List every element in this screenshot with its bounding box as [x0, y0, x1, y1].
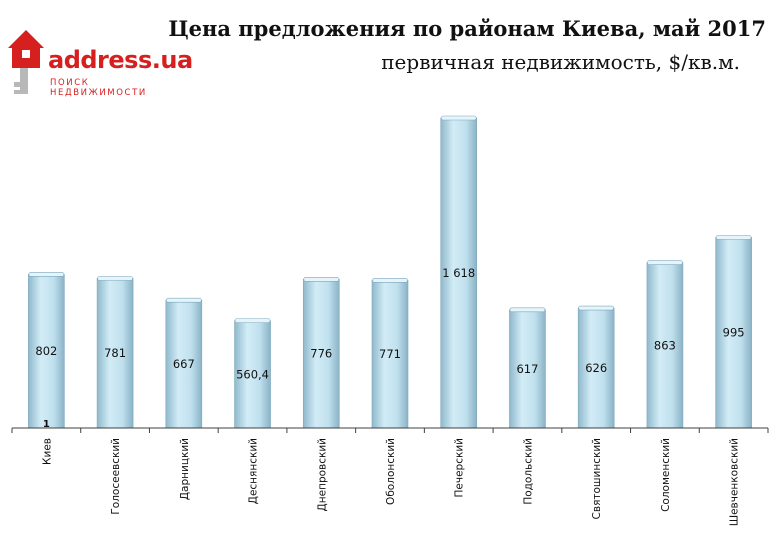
category-label: Шевченковский — [729, 438, 741, 526]
chart-subtitle: первичная недвижимость, $/кв.м. — [381, 50, 740, 74]
logo-tagline: ПОИСК НЕДВИЖИМОСТИ — [50, 78, 147, 98]
logo-wordmark: address.ua — [48, 46, 193, 74]
bar — [165, 299, 203, 429]
category-label: Киев — [41, 438, 53, 465]
category-label: Голосеевский — [110, 438, 122, 515]
category-label: Печерский — [454, 438, 466, 497]
chart-title: Цена предложения по районам Киева, май 2… — [168, 16, 766, 41]
data-label: 863 — [654, 338, 676, 352]
bar — [371, 279, 409, 429]
bar — [234, 320, 271, 429]
bar-cap — [647, 260, 683, 265]
bar — [28, 274, 65, 429]
bar — [440, 117, 478, 429]
data-label: 560,4 — [236, 367, 269, 381]
category-label: Святошинский — [591, 438, 603, 519]
data-label: 802 — [35, 344, 57, 358]
bar-cap — [28, 272, 65, 277]
category-label: Деснянский — [248, 438, 260, 504]
bar-cap — [715, 235, 752, 240]
data-label: 1 618 — [442, 266, 475, 280]
bar — [302, 279, 340, 429]
bar-cap — [578, 305, 614, 311]
bar-cap — [303, 277, 340, 282]
data-label: 617 — [516, 362, 538, 376]
house-key-icon — [8, 30, 44, 94]
data-label: 667 — [173, 357, 195, 371]
data-label: 771 — [379, 347, 401, 361]
bar-cap — [234, 318, 271, 323]
category-label: Дарницкий — [179, 438, 191, 500]
bar-cap — [166, 297, 202, 303]
data-label: 781 — [104, 346, 126, 360]
category-label: Оболонский — [385, 438, 397, 505]
category-label: Днепровский — [316, 438, 328, 511]
bar-cap — [509, 307, 546, 313]
data-label: 995 — [723, 326, 745, 340]
bar-annotation: 1 — [43, 419, 50, 430]
bar — [577, 307, 615, 429]
bar — [646, 262, 684, 429]
data-label: 776 — [310, 347, 332, 361]
category-label: Подольский — [522, 438, 534, 505]
bar-cap — [97, 276, 133, 281]
bar-cap — [440, 115, 477, 121]
category-label: Соломенский — [660, 438, 672, 512]
bar — [96, 278, 134, 429]
logo: address.ua ПОИСК НЕДВИЖИМОСТИ — [6, 26, 193, 98]
bar-cap — [372, 277, 408, 283]
data-label: 626 — [585, 361, 607, 375]
